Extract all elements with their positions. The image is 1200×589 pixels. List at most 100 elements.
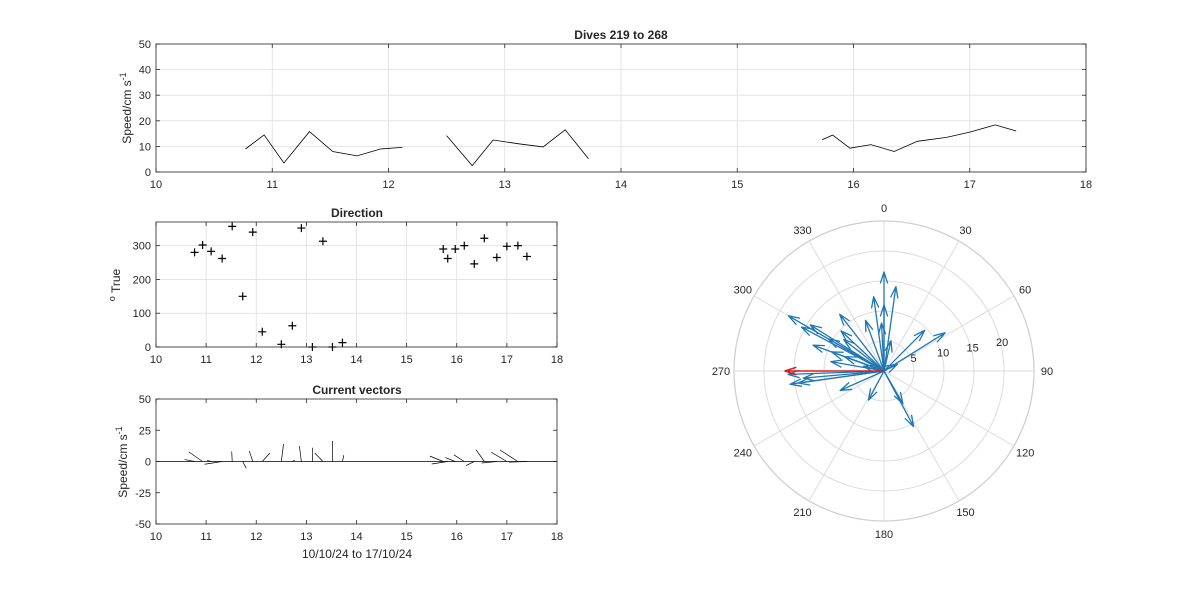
polar-panel: 0 30 60 90 120 150 180 210 240 270 300 330 5 10 15 20 — [712, 203, 1053, 541]
current-stick — [184, 459, 195, 462]
vectors-xlabel: 10/10/24 to 17/10/24 — [302, 547, 412, 561]
x-tick-label: 11 — [200, 531, 211, 543]
polar-labels: 0 30 60 90 120 150 180 210 240 270 300 330 5 10 15 20 — [712, 203, 1053, 541]
current-stick — [508, 461, 527, 463]
x-tick-label: 17 — [501, 531, 513, 543]
polar-vector-arrow — [843, 355, 885, 372]
polar-vector-arrow — [883, 329, 926, 372]
polar-angle-label: 210 — [793, 507, 811, 519]
polar-vector-arrow — [864, 319, 885, 372]
direction-marker — [190, 248, 199, 257]
polar-vector-arrow — [840, 330, 885, 372]
direction-marker — [228, 222, 237, 231]
vectors-series — [156, 440, 557, 469]
current-stick — [481, 461, 497, 464]
polar-angle-label: 300 — [734, 285, 752, 297]
speed-ylabel: Speed/cm s-1 — [118, 72, 134, 143]
vectors-title: Current vectors — [312, 383, 402, 397]
direction-marker — [297, 224, 306, 233]
polar-vector-arrow — [839, 370, 885, 392]
current-stick — [299, 445, 302, 462]
current-stick — [491, 452, 508, 462]
current-stick — [429, 455, 444, 462]
direction-marker — [338, 338, 347, 347]
direction-marker — [451, 245, 460, 254]
polar-spoke — [808, 370, 885, 502]
speed-line-segment — [245, 131, 403, 164]
polar-angle-label: 270 — [712, 366, 730, 378]
speed-line-segment — [446, 129, 589, 167]
direction-marker — [318, 237, 327, 246]
y-tick-label: 50 — [139, 394, 151, 406]
polar-radius-label: 15 — [967, 342, 979, 354]
current-stick — [280, 443, 284, 462]
x-tick-label: 10 — [150, 354, 162, 366]
current-stick — [242, 461, 247, 469]
polar-radius-label: 10 — [937, 348, 949, 360]
polar-angle-label: 30 — [959, 225, 971, 237]
direction-marker — [248, 228, 257, 237]
current-stick — [204, 461, 223, 465]
polar-vector-arrow — [797, 370, 885, 386]
y-tick-label: 25 — [139, 425, 151, 437]
y-tick-label: 100 — [133, 308, 151, 320]
direction-series — [190, 222, 531, 351]
polar-vector-arrow — [867, 370, 885, 401]
polar-series — [784, 271, 946, 428]
current-stick — [431, 461, 448, 465]
current-stick — [188, 451, 203, 462]
polar-vector-arrow — [802, 370, 885, 382]
current-stick — [248, 450, 254, 462]
y-tick-label: -50 — [135, 519, 151, 531]
x-tick-label: 16 — [451, 354, 463, 366]
y-tick-label: -25 — [135, 488, 151, 500]
polar-vector-arrow — [839, 313, 885, 372]
y-tick-label: 50 — [139, 39, 151, 51]
direction-marker — [258, 327, 267, 336]
direction-marker — [218, 254, 227, 263]
vectors-ticks: 10 11 12 13 14 15 16 17 18 -50 -25 0 25 50 — [135, 394, 563, 543]
x-tick-label: 12 — [250, 354, 262, 366]
direction-marker — [502, 242, 511, 251]
polar-angle-label: 330 — [793, 225, 811, 237]
direction-marker — [470, 259, 479, 268]
y-tick-label: 0 — [145, 167, 151, 179]
x-tick-label: 12 — [382, 179, 394, 191]
polar-vector-arrow — [883, 339, 893, 372]
direction-marker — [439, 245, 448, 254]
y-tick-label: 200 — [133, 274, 151, 286]
y-tick-label: 30 — [139, 90, 151, 102]
polar-vector-arrow — [870, 296, 885, 372]
direction-marker — [513, 241, 522, 250]
polar-vector-arrow — [787, 315, 885, 372]
current-stick — [445, 457, 456, 462]
x-tick-label: 10 — [150, 531, 162, 543]
polar-radius-label: 20 — [996, 337, 1008, 349]
current-stick — [499, 449, 519, 462]
y-tick-label: 20 — [139, 116, 151, 128]
direction-marker — [460, 241, 469, 250]
x-tick-label: 18 — [551, 354, 563, 366]
polar-mean-vector-arrow — [784, 366, 884, 376]
x-tick-label: 17 — [501, 354, 513, 366]
direction-marker — [443, 254, 452, 263]
polar-vector-arrow — [843, 338, 885, 372]
x-tick-label: 13 — [300, 354, 312, 366]
x-tick-label: 16 — [847, 179, 859, 191]
direction-marker — [480, 234, 489, 243]
vectors-ylabel: Speed/cm s-1 — [114, 426, 130, 497]
current-stick — [292, 459, 296, 462]
direction-marker — [288, 321, 297, 330]
x-tick-label: 13 — [499, 179, 511, 191]
x-tick-label: 15 — [401, 354, 413, 366]
x-tick-label: 18 — [1080, 179, 1092, 191]
x-tick-label: 15 — [401, 531, 413, 543]
direction-title: Direction — [331, 206, 383, 220]
x-tick-label: 11 — [267, 179, 278, 191]
polar-angle-label: 240 — [734, 448, 752, 460]
direction-marker — [198, 240, 207, 249]
direction-ylabel: o True — [107, 268, 123, 301]
polar-angle-label: 0 — [881, 203, 887, 215]
polar-vector-arrow — [883, 370, 915, 428]
